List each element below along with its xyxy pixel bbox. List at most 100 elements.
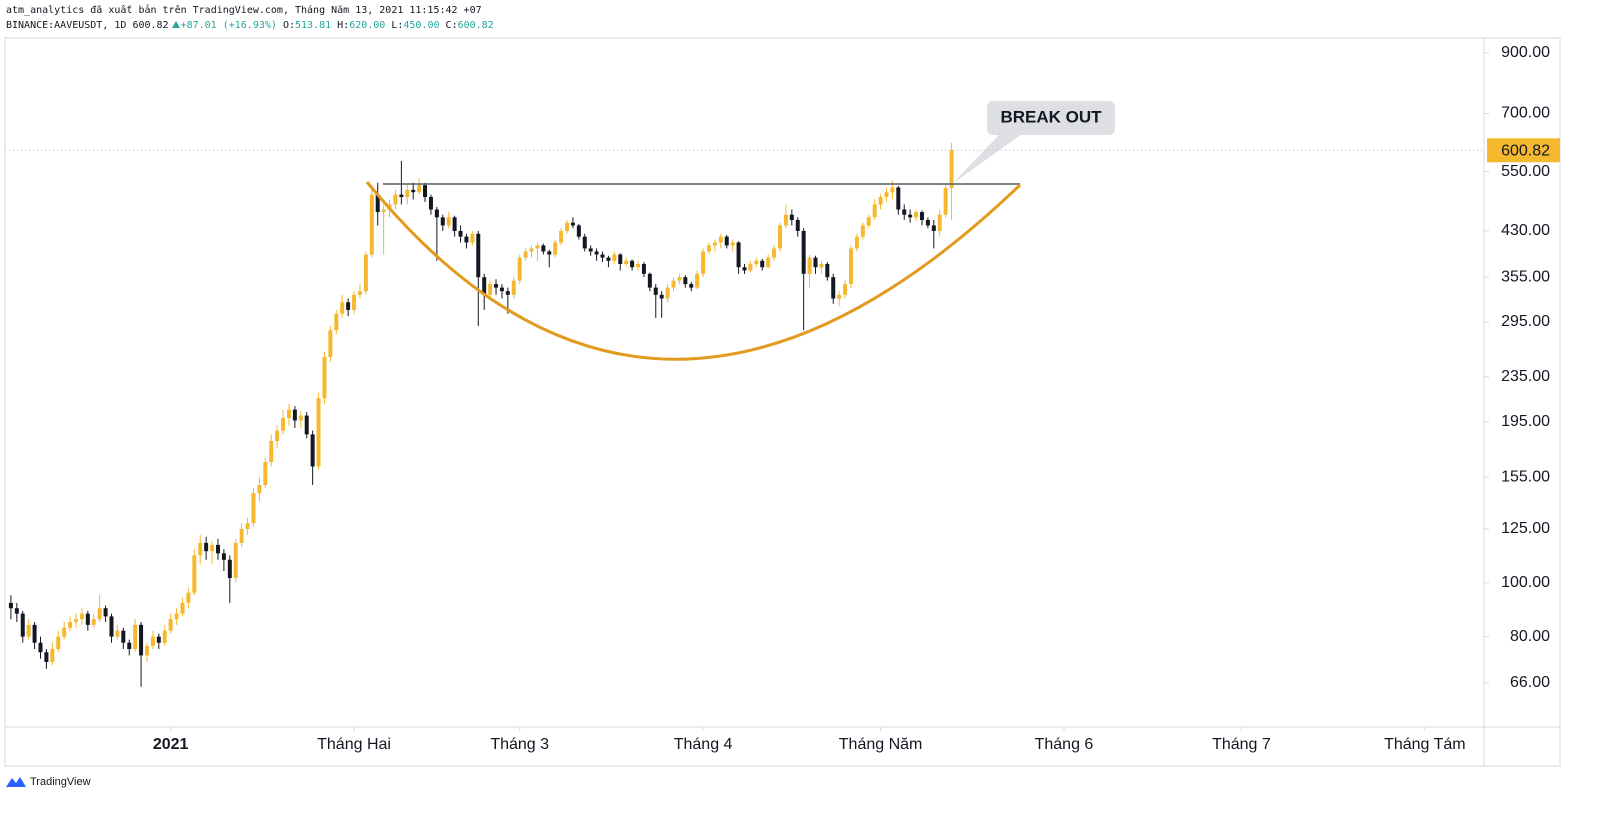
candles: [8, 142, 954, 687]
candle-body: [32, 624, 37, 643]
candle-body: [843, 284, 848, 295]
candle-body: [304, 415, 309, 435]
candle-body: [322, 357, 327, 399]
candle-body: [227, 559, 232, 579]
candle-body: [399, 194, 404, 198]
y-tick-label: 195.00: [1501, 413, 1550, 430]
candle-body: [931, 225, 936, 231]
candle-body: [547, 251, 552, 255]
x-tick-label: Tháng 3: [490, 736, 549, 753]
up-arrow: [171, 21, 180, 28]
last-price-label: 600.82: [1501, 143, 1550, 160]
candle-body: [777, 225, 782, 249]
candle-body: [464, 236, 469, 243]
candle-body: [570, 222, 575, 226]
candle-body: [210, 544, 215, 552]
candle-body: [174, 613, 179, 620]
candle-body: [553, 242, 558, 255]
candle-body: [559, 230, 564, 243]
last-price: 600.82: [132, 20, 169, 31]
candle-body: [683, 277, 688, 285]
candle-body: [878, 197, 883, 205]
candle-body: [452, 217, 457, 231]
ohlc-c-label: C:: [445, 20, 458, 31]
candle-body: [56, 636, 61, 649]
candle-body: [470, 233, 475, 243]
x-tick-label: Tháng 7: [1212, 736, 1271, 753]
candle-body: [914, 212, 919, 218]
ohlc-l-label: L:: [391, 20, 404, 31]
candle-body: [919, 212, 924, 221]
candle-body: [653, 287, 658, 295]
candle-body: [97, 608, 102, 620]
ohlc-o: 513.81: [294, 20, 332, 31]
candle-body: [943, 188, 948, 215]
candle-body: [499, 287, 504, 292]
candle-body: [180, 602, 185, 614]
candle-body: [286, 409, 291, 419]
change: +87.01 (+16.93%): [180, 20, 277, 31]
candle-body: [352, 294, 357, 310]
candle-body: [411, 189, 416, 193]
candle-body: [630, 260, 635, 268]
candle-body: [405, 189, 410, 198]
candle-body: [14, 608, 19, 614]
candle-body: [150, 636, 155, 646]
y-tick-label: 900.00: [1501, 44, 1550, 61]
x-tick-label: Tháng 6: [1035, 736, 1094, 753]
cup-curve: [365, 181, 1022, 361]
candle-body: [783, 214, 788, 226]
candle-body: [825, 263, 830, 278]
candle-body: [618, 254, 623, 264]
candle-body: [328, 330, 333, 358]
candle-body: [848, 248, 853, 285]
candle-body: [476, 233, 481, 278]
chart-frame: [4, 37, 1561, 767]
candle-body: [760, 260, 765, 268]
x-tick-label: Tháng Hai: [317, 736, 391, 753]
candle-body: [606, 257, 611, 261]
candle-body: [766, 257, 771, 268]
candle-body: [168, 619, 173, 631]
y-tick-label: 100.00: [1501, 574, 1550, 591]
candle-body: [233, 542, 238, 579]
candle-body: [109, 616, 114, 637]
candle-body: [801, 230, 806, 274]
candle-body: [192, 555, 197, 593]
y-tick-label: 66.00: [1510, 674, 1550, 691]
candle-body: [831, 277, 836, 299]
y-tick-label: 80.00: [1510, 628, 1550, 645]
candle-body: [535, 245, 540, 249]
candle-body: [517, 257, 522, 281]
candle-body: [890, 187, 895, 193]
callout-text: BREAK OUT: [1000, 107, 1102, 126]
candle-body: [837, 294, 842, 299]
candle-body: [754, 260, 759, 264]
candle-body: [381, 209, 386, 213]
x-tick-label: Tháng 4: [674, 736, 733, 753]
candle-body: [647, 273, 652, 288]
candle-body: [789, 214, 794, 221]
candle-body: [215, 544, 220, 554]
y-tick-label: 235.00: [1501, 368, 1550, 385]
candle-body: [204, 542, 209, 552]
candle-body: [925, 220, 930, 226]
callout-pointer: [952, 134, 1022, 184]
candle-body: [263, 462, 268, 485]
x-tick-label: 2021: [153, 736, 189, 753]
candle-body: [50, 648, 55, 663]
candle-body: [20, 613, 25, 637]
candle-body: [576, 225, 581, 237]
candle-body: [292, 409, 297, 421]
ohlc-o-label: O:: [282, 20, 295, 31]
candle-body: [269, 441, 274, 463]
candle-body: [62, 627, 67, 637]
candle-body: [724, 236, 729, 246]
candle-body: [133, 624, 138, 649]
candle-body: [440, 217, 445, 226]
symbol-line: BINANCE:AAVEUSDT, 1D 600.82 +87.01 (+16.9…: [6, 20, 494, 31]
candle-body: [641, 263, 646, 274]
candle-body: [162, 630, 167, 643]
candle-body: [281, 418, 286, 431]
candle-body: [257, 484, 262, 494]
